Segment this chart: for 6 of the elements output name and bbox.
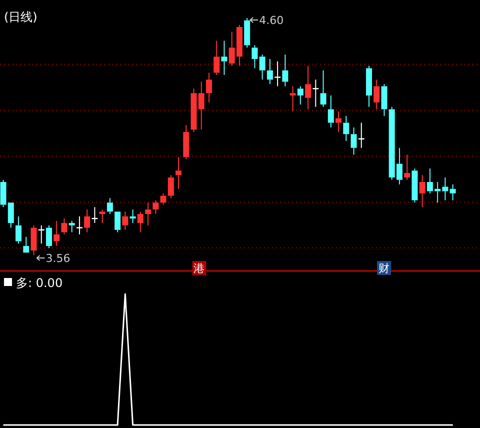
text: 港 bbox=[194, 262, 205, 275]
chart-title: (日线) bbox=[4, 10, 38, 24]
annotation: 3.56 bbox=[46, 252, 70, 265]
annotation: 4.60 bbox=[259, 14, 284, 27]
text: 财 bbox=[378, 262, 390, 275]
legend-label: 多: 0.00 bbox=[16, 276, 63, 290]
